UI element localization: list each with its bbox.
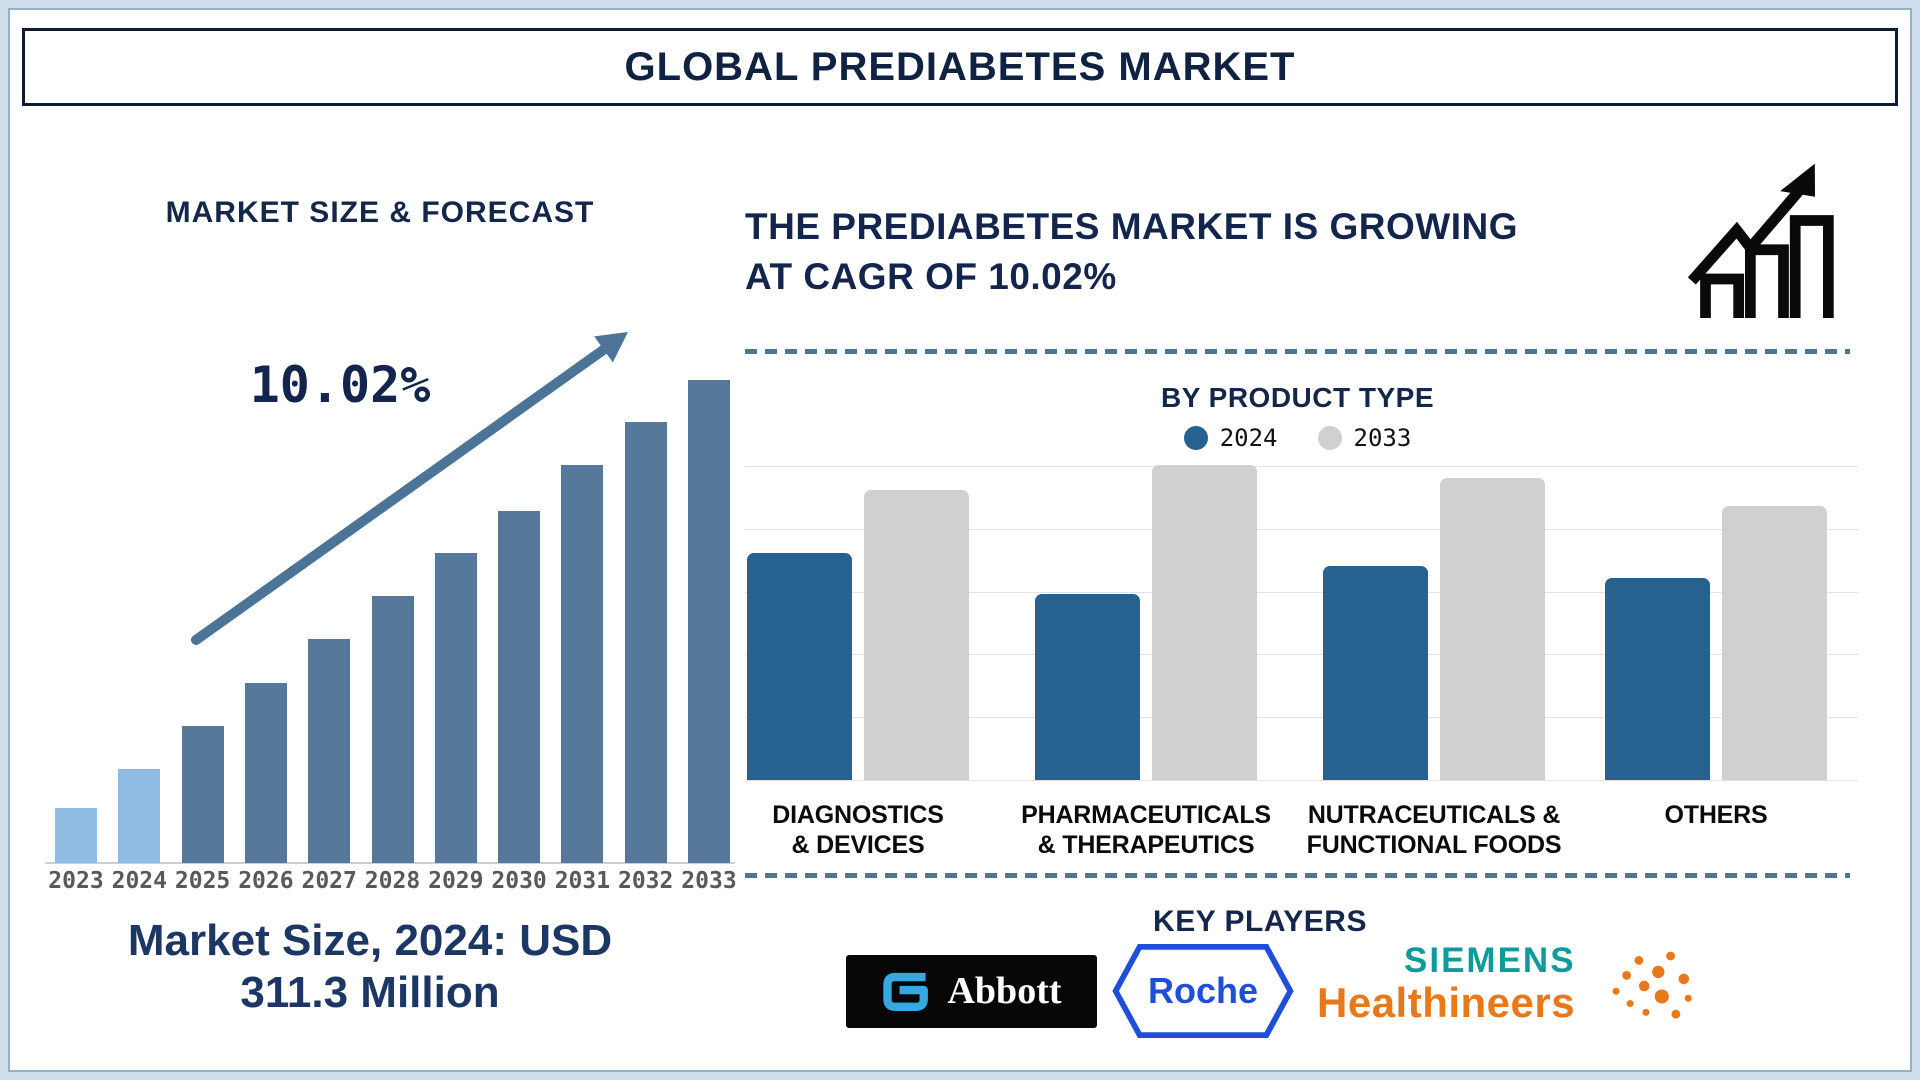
- dashed-divider-top: [745, 349, 1850, 354]
- product-type-chart-title: BY PRODUCT TYPE: [1160, 382, 1435, 413]
- year-label-2025: 2025: [174, 868, 231, 894]
- abbott-logo: Abbott: [846, 954, 1097, 1028]
- gridline: [745, 717, 1858, 718]
- gridline: [745, 466, 1858, 467]
- market-size-caption-line1: Market Size, 2024: USD: [127, 916, 613, 965]
- gridline: [745, 654, 1858, 655]
- x-axis-baseline: [45, 862, 735, 864]
- category-label-group2: PHARMACEUTICALS & THERAPEUTICS: [1021, 801, 1271, 859]
- key-players-logos: Abbott Roche SIEMENS Healthineers: [846, 938, 1706, 1044]
- year-label-2028: 2028: [364, 868, 421, 894]
- market-size-bar-2033: [688, 380, 730, 863]
- market-size-caption: Market Size, 2024: USD 311.3 Million: [40, 915, 700, 1019]
- year-label-2026: 2026: [238, 868, 294, 894]
- market-size-bar-2024: [118, 769, 161, 863]
- market-size-bar-2031: [561, 465, 604, 863]
- product-bar-2024-group2: [1035, 594, 1140, 780]
- product-bar-2033-group3: [1440, 478, 1545, 780]
- market-size-caption-line2: 311.3 Million: [240, 968, 500, 1017]
- category-label-group3: NUTRACEUTICALS & FUNCTIONAL FOODS: [1306, 801, 1562, 859]
- product-bar-2024-group4: [1605, 578, 1710, 780]
- market-size-bar-2025: [181, 726, 224, 863]
- cagr-headline-line1: THE PREDIABETES MARKET IS GROWING: [745, 206, 1518, 247]
- abbott-wordmark: Abbott: [947, 970, 1062, 1012]
- legend-label-2024: 2024: [1219, 424, 1278, 452]
- year-label-2033: 2033: [681, 868, 737, 894]
- cagr-headline: THE PREDIABETES MARKET IS GROWING AT CAG…: [745, 202, 1685, 302]
- category-label-group4: OTHERS: [1664, 801, 1768, 829]
- market-size-bar-2032: [624, 422, 667, 863]
- product-type-category-labels: DIAGNOSTICS & DEVICES PHARMACEUTICALS & THE…: [745, 800, 1858, 870]
- growth-chart-icon: [1687, 163, 1834, 318]
- product-bar-2033-group2: [1152, 465, 1257, 780]
- roche-wordmark: Roche: [1147, 970, 1259, 1011]
- legend-dot-2024: [1183, 426, 1208, 450]
- siemens-healthineers-logo: SIEMENS Healthineers: [1309, 941, 1699, 1041]
- siemens-wordmark: SIEMENS: [1404, 941, 1576, 980]
- dashed-divider-bottom: [745, 873, 1850, 878]
- year-label-2030: 2030: [491, 868, 547, 894]
- year-label-2023: 2023: [48, 868, 104, 894]
- market-size-bar-2023: [55, 808, 97, 863]
- gridline: [745, 780, 1858, 781]
- year-label-2032: 2032: [617, 868, 674, 894]
- market-size-bar-2026: [244, 683, 287, 863]
- year-axis-labels: 2023 2024 2025 2026 2027 2028 2029 2030 2031 2032…: [40, 868, 740, 898]
- product-type-legend: 2024 2033: [745, 424, 1850, 452]
- product-bar-2024-group3: [1323, 566, 1428, 780]
- market-size-bar-2029: [434, 553, 477, 863]
- legend-item-2033: 2033: [1317, 424, 1412, 452]
- left-chart-title: MARKET SIZE & FORECAST: [165, 196, 595, 229]
- legend-dot-2033: [1317, 426, 1342, 450]
- market-size-bar-2027: [308, 639, 351, 863]
- page-title: GLOBAL PREDIABETES MARKET: [624, 44, 1296, 89]
- year-label-2031: 2031: [554, 868, 611, 894]
- gridline: [745, 529, 1858, 530]
- gridline: [745, 592, 1858, 593]
- roche-hexagon-icon: [1112, 943, 1294, 1039]
- key-players-title: KEY PLAYERS: [1153, 905, 1367, 938]
- abbott-a-icon: [883, 972, 929, 1011]
- category-label-group1: DIAGNOSTICS & DEVICES: [772, 801, 944, 859]
- year-label-2027: 2027: [301, 868, 357, 894]
- healthineers-wordmark: Healthineers: [1317, 979, 1576, 1026]
- roche-logo: Roche: [1109, 943, 1297, 1039]
- healthineers-dots-icon: [1612, 951, 1692, 1019]
- title-box: GLOBAL PREDIABETES MARKET: [22, 28, 1898, 106]
- cagr-headline-line2: AT CAGR OF 10.02%: [745, 256, 1117, 297]
- legend-label-2033: 2033: [1353, 424, 1412, 452]
- product-bar-2033-group1: [864, 490, 969, 780]
- year-label-2024: 2024: [111, 868, 167, 894]
- market-size-bar-2030: [498, 511, 541, 863]
- product-type-bar-chart: [745, 452, 1858, 781]
- product-bar-2033-group4: [1722, 506, 1827, 780]
- year-label-2029: 2029: [428, 868, 484, 894]
- market-size-bar-2028: [371, 596, 414, 863]
- market-size-bar-chart: [40, 360, 740, 864]
- product-bar-2024-group1: [747, 553, 852, 780]
- legend-item-2024: 2024: [1183, 424, 1278, 452]
